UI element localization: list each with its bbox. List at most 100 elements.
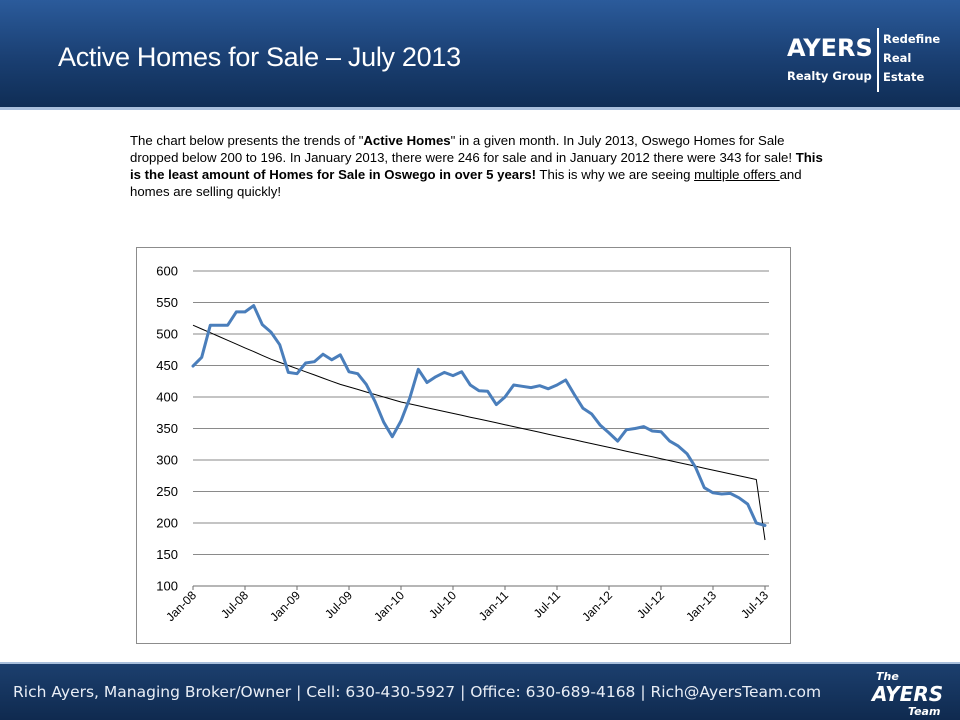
data-point <box>400 420 402 422</box>
data-point <box>582 407 584 410</box>
data-point <box>417 368 420 371</box>
data-point <box>729 492 732 495</box>
data-point <box>608 432 610 434</box>
header-banner <box>0 0 960 107</box>
description-bold-statement: This is the least amount of Homes for Sa… <box>130 150 823 182</box>
data-point <box>530 386 532 389</box>
data-point <box>590 413 593 415</box>
data-point <box>374 400 376 403</box>
data-point <box>209 324 212 326</box>
y-tick-label: 250 <box>156 484 178 499</box>
data-point <box>452 374 454 377</box>
data-point <box>694 466 697 469</box>
data-point <box>512 384 515 386</box>
data-point <box>443 371 446 374</box>
footer-logo-ayers: AYERS <box>872 682 944 706</box>
data-point <box>677 445 680 447</box>
x-tick-label: Jan-11 <box>476 588 511 623</box>
logo-tagline-line: Real <box>883 51 912 65</box>
data-point <box>651 430 654 432</box>
slide-title: Active Homes for Sale – July 2013 <box>58 42 461 72</box>
x-tick-label: Jan-12 <box>579 588 615 624</box>
description-text: and homes are selling quickly! <box>130 167 802 199</box>
y-tick-label: 300 <box>156 453 178 468</box>
data-point <box>218 324 220 326</box>
data-point <box>504 396 506 398</box>
data-point <box>764 524 766 527</box>
data-point <box>278 343 281 346</box>
data-point <box>408 397 411 400</box>
data-point <box>287 371 290 374</box>
data-point <box>296 372 298 375</box>
data-point <box>261 323 264 326</box>
data-point <box>322 353 324 355</box>
data-point <box>573 393 576 396</box>
data-point <box>348 371 350 373</box>
y-tick-label: 550 <box>156 295 178 310</box>
chart-frame: 100 150 200 250 300 350 400 450 500 550 600 Jan-08 J… <box>136 247 791 644</box>
data-point <box>304 362 307 364</box>
footer-divider <box>0 662 960 664</box>
x-tick-label: Jul-10 <box>426 588 459 621</box>
trendline <box>192 324 766 541</box>
data-point <box>564 379 567 381</box>
data-point <box>521 385 524 388</box>
data-point <box>391 435 394 438</box>
data-point <box>668 440 671 442</box>
description-paragraph: The chart below presents the trends of "… <box>130 132 830 200</box>
data-point <box>686 452 688 455</box>
data-point <box>235 311 238 313</box>
data-point <box>244 311 246 313</box>
data-point <box>642 425 645 428</box>
data-point <box>746 503 749 505</box>
x-tick-label: Jul-11 <box>531 588 564 621</box>
x-tick-label: Jul-09 <box>322 588 355 621</box>
y-tick-label: 100 <box>156 579 178 594</box>
data-point <box>486 390 489 393</box>
y-tick-label: 150 <box>156 547 178 562</box>
data-point <box>495 403 498 406</box>
description-underline-multiple-offers: multiple offers <box>694 167 780 182</box>
logo-tagline: Redefine Real Estate <box>883 30 940 87</box>
logo-realty-group: Realty Group <box>787 69 872 83</box>
data-point <box>330 359 333 361</box>
data-point <box>547 388 550 390</box>
x-tick-label: Jul-13 <box>738 588 771 621</box>
footer-logo-team: Team <box>908 705 941 718</box>
data-point <box>356 372 359 375</box>
description-bold-active-homes: Active Homes <box>363 133 451 148</box>
footer-logo-the: The <box>876 670 899 683</box>
x-tick-label: Jan-09 <box>267 588 303 624</box>
data-point <box>192 365 194 367</box>
data-point <box>634 427 636 430</box>
data-point <box>226 324 229 326</box>
data-point <box>599 424 602 427</box>
y-tick-label: 500 <box>156 327 178 342</box>
data-point <box>660 430 662 433</box>
data-point <box>339 354 342 356</box>
y-tick-label: 450 <box>156 358 178 373</box>
y-tick-label: 400 <box>156 390 178 405</box>
footer-contact: Rich Ayers, Managing Broker/Owner | Cell… <box>13 683 822 701</box>
data-point <box>720 493 723 495</box>
x-tick-label: Jan-13 <box>683 588 719 624</box>
data-point <box>469 384 472 386</box>
data-point <box>313 360 316 363</box>
logo-separator <box>877 28 879 92</box>
data-point <box>616 440 619 442</box>
data-point <box>200 356 203 359</box>
description-text: " in a given month. In July 2013, Oswego… <box>130 133 796 165</box>
header-divider <box>0 107 960 110</box>
data-point <box>460 371 463 373</box>
footer-banner <box>0 664 960 720</box>
data-point <box>738 497 740 499</box>
x-tick-label: Jul-08 <box>218 588 251 621</box>
data-point <box>538 384 541 387</box>
data-point <box>712 492 714 494</box>
x-tick-label: Jan-10 <box>371 588 407 624</box>
data-point <box>478 389 480 392</box>
description-text: This is why we are seeing <box>536 167 695 182</box>
logo-tagline-line: Estate <box>883 70 925 84</box>
data-point <box>426 381 428 384</box>
